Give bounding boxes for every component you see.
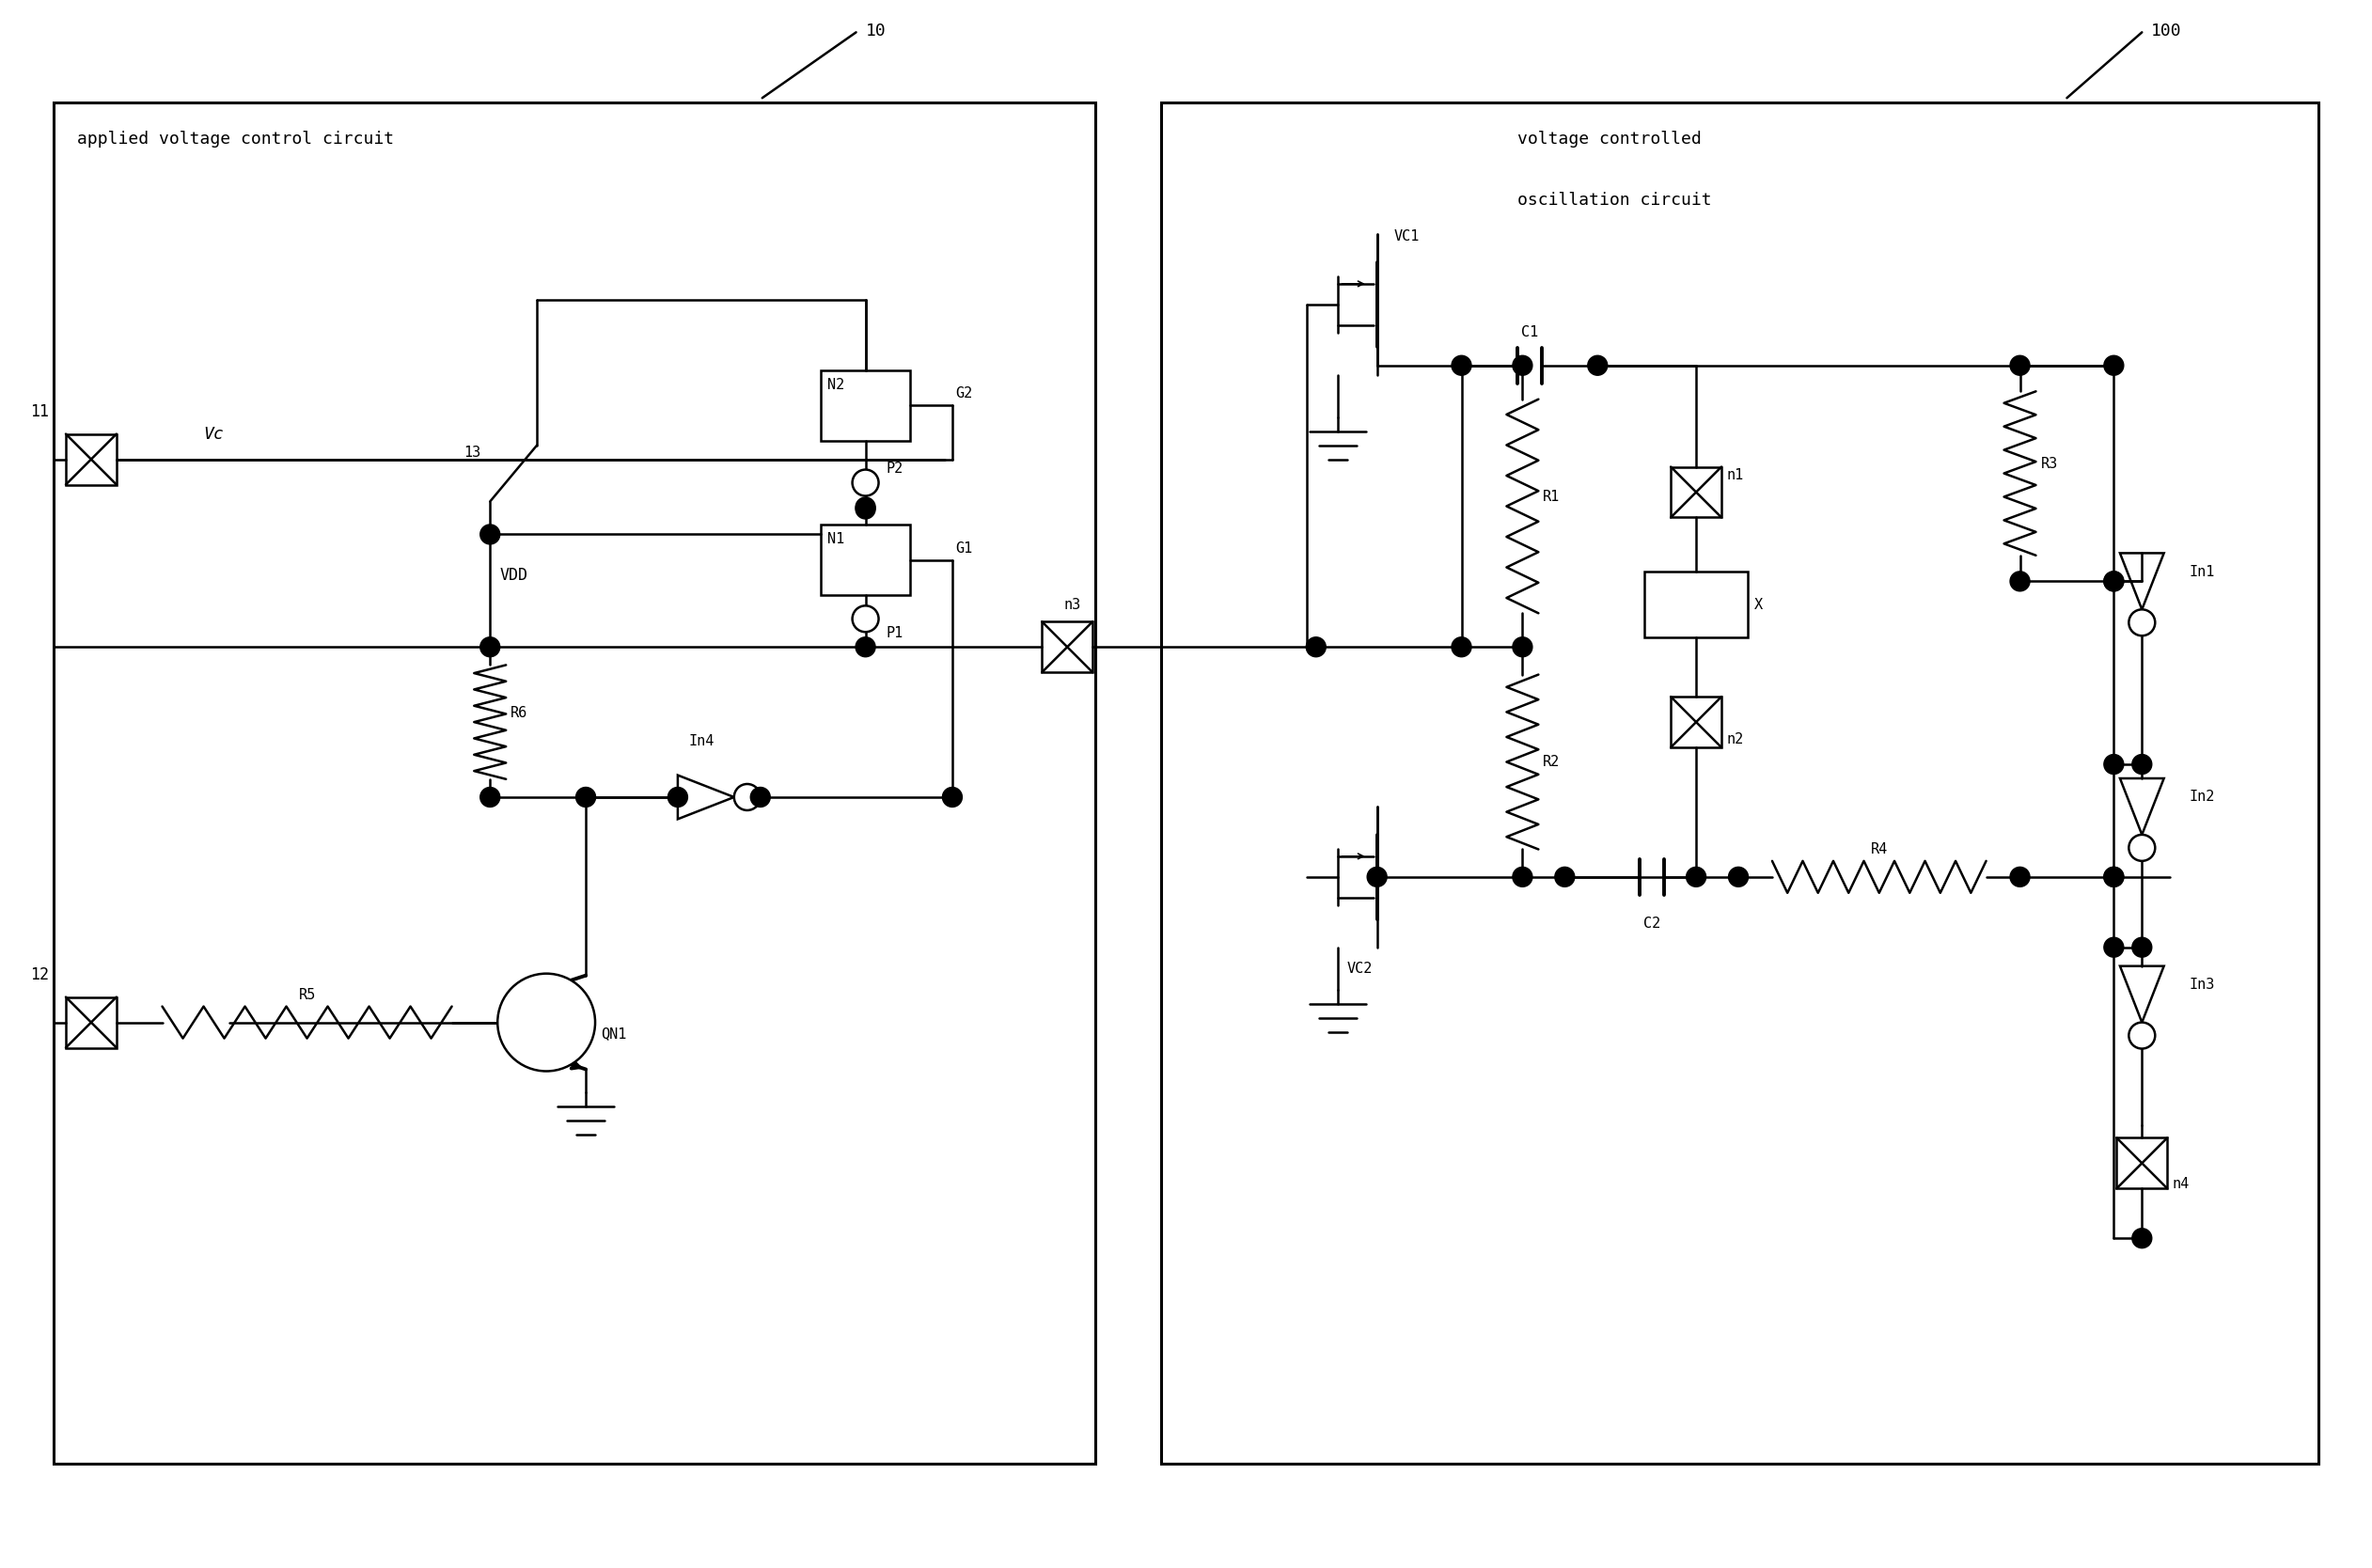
Text: C1: C1 [1520, 325, 1537, 339]
Circle shape [1513, 356, 1532, 375]
Text: R1: R1 [1544, 489, 1561, 503]
Text: QN1: QN1 [600, 1027, 626, 1041]
Circle shape [576, 787, 595, 808]
Text: In3: In3 [2189, 978, 2215, 993]
Text: oscillation circuit: oscillation circuit [1518, 191, 1713, 209]
Bar [66, 997, 116, 1047]
Circle shape [2104, 938, 2123, 956]
Bar [1670, 467, 1722, 517]
Circle shape [1452, 356, 1471, 375]
Text: R4: R4 [1872, 842, 1888, 856]
Text: N2: N2 [828, 378, 844, 392]
Circle shape [2009, 571, 2030, 591]
Circle shape [479, 787, 500, 808]
Text: R3: R3 [2040, 456, 2059, 470]
Text: n1: n1 [1727, 469, 1743, 483]
Text: X: X [1755, 597, 1762, 612]
Circle shape [479, 525, 500, 544]
Bar [1041, 621, 1093, 673]
Circle shape [1729, 867, 1748, 887]
Circle shape [2128, 610, 2156, 635]
Text: In4: In4 [688, 734, 714, 748]
Text: G1: G1 [956, 541, 973, 555]
Bar [1644, 572, 1748, 638]
Circle shape [1513, 867, 1532, 887]
Circle shape [479, 637, 500, 657]
Bar [821, 525, 911, 596]
Circle shape [2132, 754, 2151, 775]
Text: 11: 11 [31, 403, 50, 420]
Circle shape [1366, 867, 1388, 887]
Circle shape [2104, 867, 2123, 887]
Text: In2: In2 [2189, 790, 2215, 804]
Circle shape [1686, 867, 1705, 887]
Text: n3: n3 [1063, 597, 1082, 612]
Circle shape [856, 499, 875, 519]
Circle shape [856, 497, 875, 517]
Text: C2: C2 [1644, 916, 1660, 930]
Circle shape [2104, 571, 2123, 591]
Text: P1: P1 [887, 626, 904, 640]
Text: N1: N1 [828, 533, 844, 547]
Circle shape [1587, 356, 1608, 375]
Circle shape [1513, 637, 1532, 657]
Text: VC2: VC2 [1347, 961, 1373, 975]
Text: R6: R6 [510, 706, 529, 720]
Text: VC1: VC1 [1395, 229, 1418, 243]
Bar [2116, 1138, 2168, 1189]
Circle shape [2009, 356, 2030, 375]
Text: 100: 100 [2151, 24, 2182, 39]
Circle shape [2128, 834, 2156, 861]
Text: applied voltage control circuit: applied voltage control circuit [76, 130, 394, 147]
Text: n4: n4 [2173, 1176, 2189, 1190]
Circle shape [942, 787, 963, 808]
Circle shape [2132, 1228, 2151, 1248]
Circle shape [498, 974, 595, 1071]
Text: Vc: Vc [204, 425, 225, 442]
Circle shape [669, 787, 688, 808]
Circle shape [2132, 938, 2151, 956]
Circle shape [2104, 571, 2123, 591]
Circle shape [852, 605, 878, 632]
Circle shape [1556, 867, 1575, 887]
Bar [55, 102, 1096, 1463]
Circle shape [1307, 637, 1326, 657]
Bar [1670, 696, 1722, 748]
Text: In1: In1 [2189, 564, 2215, 579]
Circle shape [750, 787, 771, 808]
Circle shape [852, 469, 878, 495]
Text: 12: 12 [31, 966, 50, 983]
Text: G2: G2 [956, 387, 973, 401]
Circle shape [2128, 1022, 2156, 1049]
Bar [821, 370, 911, 441]
Bar [1162, 102, 2317, 1463]
Text: P2: P2 [887, 461, 904, 475]
Text: voltage controlled: voltage controlled [1518, 130, 1701, 147]
Text: R5: R5 [299, 988, 315, 1002]
Text: VDD: VDD [500, 568, 527, 585]
Circle shape [2104, 356, 2123, 375]
Bar [66, 434, 116, 485]
Circle shape [2009, 867, 2030, 887]
Circle shape [2104, 867, 2123, 887]
Circle shape [856, 637, 875, 657]
Text: 13: 13 [463, 445, 482, 459]
Circle shape [1452, 637, 1471, 657]
Text: R2: R2 [1544, 754, 1561, 768]
Circle shape [733, 784, 761, 811]
Text: 10: 10 [866, 24, 885, 39]
Text: n2: n2 [1727, 732, 1743, 746]
Circle shape [2104, 754, 2123, 775]
